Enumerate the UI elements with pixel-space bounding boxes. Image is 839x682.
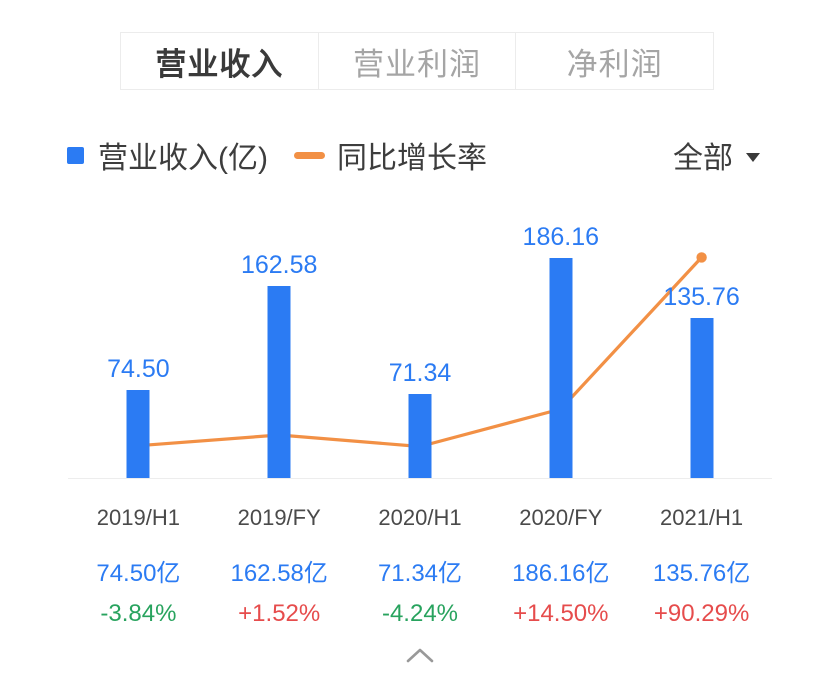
chevron-down-icon (746, 152, 760, 162)
growth-value: +14.50% (513, 600, 609, 627)
x-axis-label: 2021/H1 (659, 505, 744, 530)
revenue-value: 186.16亿 (512, 560, 610, 587)
collapse-button[interactable] (398, 642, 442, 668)
x-axis-label: 2020/FY (519, 505, 603, 530)
revenue-values-row: 74.50亿 162.58亿 71.34亿 186.16亿 135.76亿 (68, 553, 772, 588)
chart-column-2019/H1: 74.50 (68, 225, 209, 478)
x-axis-label: 2020/H1 (378, 505, 462, 530)
chart-column-2021/H1: 135.76 (631, 225, 772, 478)
revenue-bar-2019/H1[interactable] (126, 390, 150, 478)
bar-series-swatch-icon (67, 146, 84, 164)
growth-values-row: -3.84% +1.52% -4.24% +14.50% +90.29% (68, 600, 772, 628)
revenue-bar-2020/H1[interactable] (408, 393, 432, 478)
tab-operating-revenue[interactable]: 营业收入 (155, 46, 284, 82)
tab-net-profit[interactable]: 净利润 (515, 33, 713, 89)
bar-value-label: 74.50 (107, 354, 170, 383)
revenue-value: 135.76亿 (652, 560, 751, 587)
revenue-value: 162.58亿 (230, 560, 328, 587)
period-filter-label: 全部 (673, 142, 733, 175)
revenue-value: 71.34亿 (377, 560, 463, 587)
chart-column-2019/FY: 162.58 (209, 225, 350, 478)
bar-value-label: 186.16 (522, 223, 600, 251)
tab-operating-profit[interactable]: 营业利润 (317, 33, 516, 89)
revenue-bar-2021/H1[interactable] (690, 317, 714, 478)
period-filter-dropdown[interactable]: 全部 (673, 133, 760, 177)
bar-value-label: 71.34 (388, 358, 452, 387)
bar-series-legend-label: 营业收入(亿) (98, 142, 268, 175)
bar-value-label: 135.76 (663, 282, 740, 311)
revenue-chart: 74.50 162.58 71.34 186.16 135.76 (68, 223, 772, 479)
x-axis-label: 2019/FY (237, 505, 321, 530)
revenue-bar-2019/FY[interactable] (267, 285, 291, 478)
growth-value: +1.52% (238, 600, 321, 627)
bar-value-label: 162.58 (240, 250, 318, 279)
metric-tabs: 营业收入 营业利润 净利润 (120, 32, 714, 90)
growth-value: -3.84% (100, 600, 177, 627)
line-series-legend-label: 同比增长率 (336, 142, 487, 175)
chart-column-2020/H1: 71.34 (350, 225, 491, 478)
x-axis-labels: 2019/H1 2019/FY 2020/H1 2020/FY 2021/H1 (68, 505, 772, 531)
chart-legend: 营业收入(亿) 同比增长率 全部 (67, 138, 760, 175)
growth-value: -4.24% (381, 600, 459, 627)
revenue-bar-2020/FY[interactable] (549, 258, 573, 478)
line-series-swatch-icon (293, 151, 325, 159)
revenue-value: 74.50亿 (96, 560, 181, 587)
chart-column-2020/FY: 186.16 (490, 223, 631, 478)
x-axis-label: 2019/H1 (96, 505, 180, 530)
chevron-up-icon (406, 648, 433, 663)
growth-value: +90.29% (653, 600, 750, 627)
